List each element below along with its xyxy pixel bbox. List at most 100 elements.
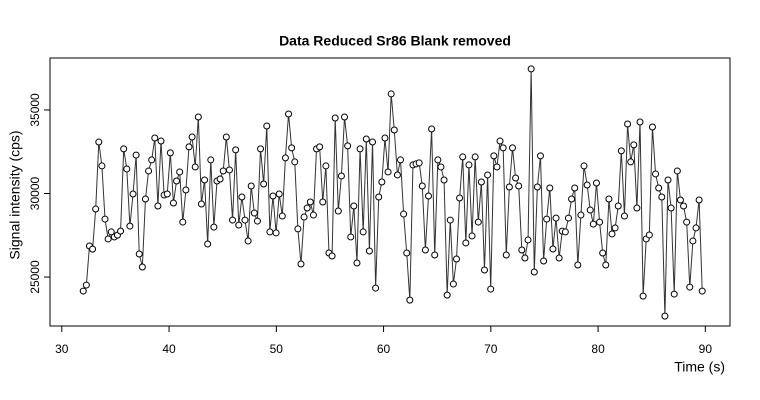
data-point [418,182,426,190]
data-point [185,143,193,151]
data-point [381,134,389,142]
data-point [462,239,470,247]
data-point [484,171,492,179]
data-point [375,193,383,201]
data-point [132,151,140,159]
data-point [446,216,454,224]
data-point [151,134,159,142]
data-point [222,133,230,141]
y-tick-label: 25000 [28,260,42,294]
data-point [176,168,184,176]
data-point [695,196,703,204]
data-point [207,156,215,164]
data-point [633,204,641,212]
data-point [583,181,591,189]
data-point [241,216,249,224]
chart-title: Data Reduced Sr86 Blank removed [279,33,511,49]
data-point [362,135,370,143]
data-point [397,156,405,164]
data-point [614,202,622,210]
data-point [82,281,90,289]
data-point [250,209,258,217]
data-point [440,176,448,184]
data-point [253,217,261,225]
data-point [502,251,510,259]
data-point [300,213,308,221]
data-point [664,176,672,184]
data-point [260,180,268,188]
data-point [586,206,594,214]
data-point [350,202,358,210]
data-point [515,182,523,190]
data-point [204,240,212,248]
x-tick-label: 40 [162,342,176,356]
data-point [599,249,607,257]
data-point [322,162,330,170]
data-point [92,205,100,213]
data-point [421,246,429,254]
data-point [508,144,516,152]
data-point [686,283,694,291]
data-point [347,233,355,241]
data-point [285,110,293,118]
data-point [247,182,255,190]
data-point [98,162,106,170]
data-point [596,218,604,226]
data-point [244,237,252,245]
data-point [353,259,361,267]
data-point [257,145,265,153]
data-point [393,171,401,179]
data-point [449,280,457,288]
data-point [561,228,569,236]
data-point [676,196,684,204]
data-point [194,113,202,121]
data-point [210,223,218,231]
plot-frame [49,57,731,327]
data-point [182,186,190,194]
data-point [384,168,392,176]
data-point [543,215,551,223]
data-point [403,249,411,257]
data-point [477,178,485,186]
data-point [577,211,585,219]
data-point [580,162,588,170]
data-point [524,236,532,244]
data-point [154,202,162,210]
data-point [536,152,544,160]
data-point [645,231,653,239]
data-point [661,312,669,320]
x-tick-label: 90 [699,342,713,356]
data-point [378,178,386,186]
data-point [428,125,436,133]
data-point [434,156,442,164]
data-point [135,250,143,258]
data-point [309,211,317,219]
data-point [546,184,554,192]
data-point [344,142,352,150]
data-point [107,228,115,236]
data-point [169,199,177,207]
data-point [627,158,635,166]
data-point [521,254,529,262]
data-point [356,145,364,153]
data-point [468,232,476,240]
x-tick-label: 60 [377,342,391,356]
data-point [225,166,233,174]
data-point [608,230,616,238]
data-point [369,138,377,146]
data-point [157,137,165,145]
data-point [229,216,237,224]
data-point [624,120,632,128]
data-point [390,126,398,134]
data-point [571,184,579,192]
data-point [319,198,327,206]
x-tick-label: 70 [484,342,498,356]
data-point [431,251,439,259]
data-point [689,237,697,245]
data-point [465,161,473,169]
data-point [201,176,209,184]
data-point [117,227,125,235]
data-point [512,174,520,182]
